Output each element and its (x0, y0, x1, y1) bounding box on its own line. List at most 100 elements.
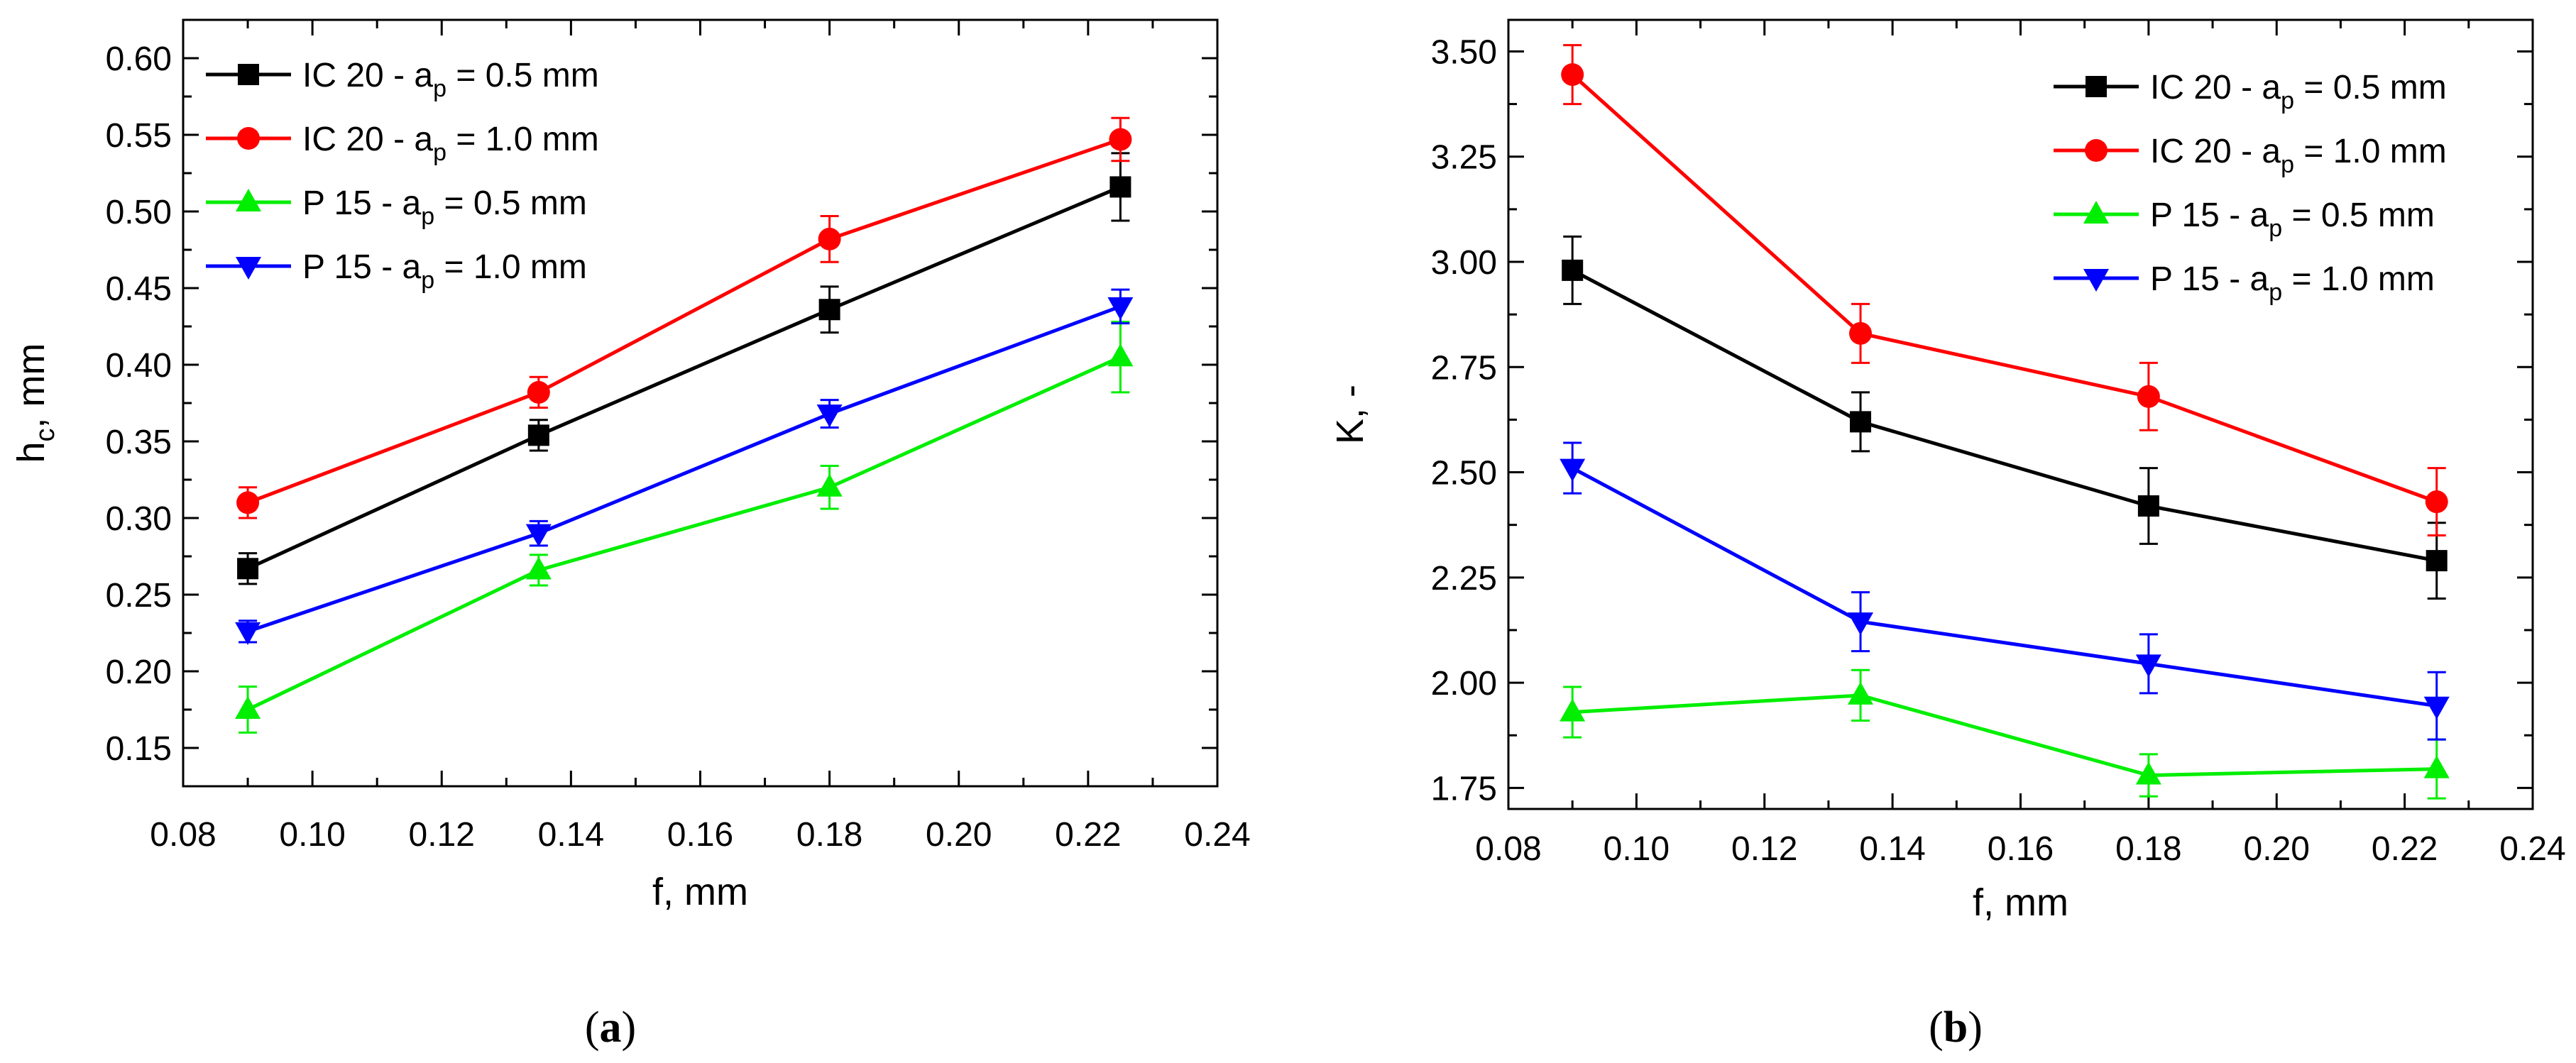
series-4 (1560, 441, 2450, 741)
chart-a: 0.08 0.10 0.12 0.14 0.16 0.18 0.20 0.22 0.24 0.15… (10, 18, 1251, 1052)
data-point (816, 404, 843, 428)
data-point (1561, 63, 1584, 87)
series-1 (1562, 235, 2448, 600)
x-tick-label: 0.18 (796, 816, 862, 854)
y-tick-label: 3.25 (1431, 139, 1497, 177)
series-line (247, 185, 1122, 571)
data-point (1850, 411, 1872, 433)
chart-b: 0.08 0.10 0.12 0.14 0.16 0.18 0.20 0.22 0.24 1.75… (1329, 18, 2566, 1052)
legend-label: IC 20 - ap = 0.5 mm (302, 57, 599, 102)
y-tick-label: 2.75 (1431, 349, 1497, 387)
data-point (2135, 761, 2161, 785)
legend-entry-1: IC 20 - ap = 0.5 mm (206, 57, 599, 102)
x-tick-label: 0.22 (2372, 830, 2438, 868)
series-1 (237, 152, 1131, 585)
y-tick-label: 0.60 (106, 40, 172, 78)
data-point (235, 622, 261, 645)
x-axis-label: f, mm (652, 871, 748, 913)
data-point (2425, 490, 2448, 514)
data-point (1560, 698, 1586, 722)
series-line (1572, 466, 2438, 708)
legend-marker (238, 64, 259, 85)
x-tick-label: 0.08 (150, 816, 216, 854)
series-2 (236, 116, 1132, 519)
legend-label: P 15 - ap = 1.0 mm (302, 248, 587, 294)
y-tick-label: 2.25 (1431, 560, 1497, 597)
x-tick-label: 0.10 (279, 816, 345, 854)
data-point (2135, 654, 2161, 678)
legend-label: IC 20 - ap = 1.0 mm (2150, 133, 2447, 178)
y-tick-label: 0.15 (106, 730, 172, 768)
legend-entry-4: P 15 - ap = 1.0 mm (2054, 260, 2435, 306)
legend-entry-3: P 15 - ap = 0.5 mm (2054, 197, 2435, 242)
y-axis-label: K, - (1329, 385, 1371, 444)
y-tick-label: 0.20 (106, 654, 172, 691)
x-tick-label: 0.18 (2115, 830, 2181, 868)
legend-label: IC 20 - ap = 1.0 mm (302, 121, 599, 166)
y-tick-label: 0.55 (106, 117, 172, 155)
panel-label: (b) (1929, 1003, 1983, 1052)
data-point (1562, 259, 1584, 281)
y-tick-label: 0.45 (106, 270, 172, 308)
legend-marker (2083, 201, 2109, 224)
y-tick-label: 0.50 (106, 194, 172, 231)
y-axis-label: hc, mm (10, 343, 60, 463)
data-point (2423, 755, 2450, 778)
y-tick-label: 0.30 (106, 500, 172, 538)
legend-label: P 15 - ap = 0.5 mm (302, 184, 587, 230)
x-tick-label: 0.14 (1859, 830, 1925, 868)
x-tick-label: 0.16 (667, 816, 733, 854)
legend-marker (236, 189, 261, 211)
data-point (527, 380, 550, 404)
series-3 (235, 321, 1134, 734)
data-point (2426, 550, 2448, 572)
legend-marker (2085, 139, 2108, 162)
x-tick-label: 0.16 (1988, 830, 2054, 868)
legend-marker (2086, 76, 2107, 97)
data-point (818, 227, 841, 250)
data-point (236, 491, 260, 514)
x-tick-label: 0.08 (1475, 830, 1541, 868)
data-point (1107, 343, 1134, 367)
x-tick-label: 0.12 (1731, 830, 1797, 868)
data-point (525, 556, 552, 580)
x-tick-label: 0.24 (2499, 830, 2565, 868)
x-tick-label: 0.22 (1055, 816, 1121, 854)
legend-label: IC 20 - ap = 0.5 mm (2150, 69, 2447, 114)
legend-label: P 15 - ap = 1.0 mm (2150, 260, 2435, 306)
series-line (1572, 268, 2438, 563)
data-point (1848, 612, 1874, 636)
data-point (1109, 176, 1131, 198)
series-line (1572, 693, 2437, 778)
y-tick-label: 3.00 (1431, 244, 1497, 282)
y-tick-label: 2.00 (1431, 665, 1497, 703)
data-point (525, 524, 552, 547)
data-point (2137, 495, 2159, 517)
legend-entry-3: P 15 - ap = 0.5 mm (206, 184, 587, 230)
x-tick-label: 0.20 (2244, 830, 2310, 868)
data-point (1848, 681, 1874, 705)
data-point (2137, 385, 2160, 408)
y-tick-label: 2.50 (1431, 455, 1497, 492)
data-point (237, 558, 259, 580)
legend-marker (2083, 269, 2109, 292)
y-tick-label: 0.40 (106, 347, 172, 385)
data-point (818, 299, 840, 321)
y-tick-label: 1.75 (1431, 770, 1497, 808)
x-tick-label: 0.10 (1604, 830, 1670, 868)
legend-entry-2: IC 20 - ap = 1.0 mm (206, 121, 599, 166)
series-line (247, 304, 1122, 634)
y-tick-label: 0.35 (106, 424, 172, 461)
data-point (235, 696, 261, 719)
data-point (2423, 696, 2450, 720)
legend-label: P 15 - ap = 0.5 mm (2150, 197, 2435, 242)
series-line (1571, 73, 2438, 504)
legend-entry-4: P 15 - ap = 1.0 mm (206, 248, 587, 294)
y-tick-label: 3.50 (1431, 33, 1497, 71)
series-line (246, 355, 1122, 712)
data-point (1849, 321, 1873, 345)
legend-entry-1: IC 20 - ap = 0.5 mm (2054, 69, 2447, 114)
data-point (1560, 458, 1586, 482)
data-point (1109, 128, 1132, 151)
